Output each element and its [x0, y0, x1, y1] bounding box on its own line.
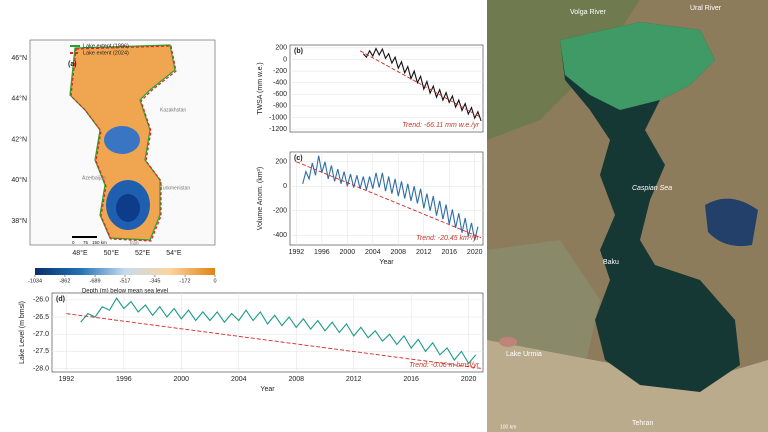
y-tick-label: -400 [273, 80, 287, 87]
lat-label: 46°N [11, 54, 27, 62]
land-desert [487, 340, 768, 432]
trend-label: Trend: -66.11 mm w.e./yr [402, 122, 479, 129]
x-tick-label: 2000 [174, 376, 190, 383]
lat-label: 44°N [11, 95, 27, 103]
colorbar [35, 268, 215, 275]
y-tick-label: 200 [275, 45, 287, 52]
plot-frame [289, 44, 484, 133]
y-tick-label: -26.0 [33, 297, 49, 304]
y-axis-label: TWSA (mm w.e.) [257, 62, 264, 115]
x-tick-label: 2020 [461, 376, 477, 383]
lat-label: 42°N [11, 135, 27, 143]
x-tick-label: 2016 [403, 376, 419, 383]
trend-line [296, 161, 482, 239]
colorbar-label: Depth (m) below mean sea level [82, 289, 168, 295]
sea [560, 22, 740, 392]
lake-extent [69, 44, 176, 241]
satellite-image: Volga River Ural River Caspian Sea Baku … [487, 0, 768, 432]
y-tick-label: -1000 [269, 114, 287, 121]
lon-label: 50°E [104, 249, 120, 257]
scale-label: 75 [83, 240, 89, 245]
colorbar-tick-label: -517 [119, 278, 130, 284]
legend-label: Lake extent (1996) [83, 43, 129, 49]
lon-label: 54°E [166, 249, 182, 257]
colorbar-tick-label: -1034 [28, 278, 42, 284]
x-tick-label: 2008 [390, 249, 406, 256]
x-tick-label: 2012 [416, 249, 432, 256]
x-tick-label: 2016 [441, 249, 457, 256]
place-label: Tehran [632, 420, 654, 427]
lon-label: 48°E [72, 249, 88, 257]
place-label: Lake Urmia [506, 351, 542, 358]
y-tick-label: -28.0 [33, 365, 49, 372]
trend-label: Trend: -0.06 m bmsl/yr [409, 362, 480, 369]
y-axis-label: Lake Level (m bmsl) [19, 301, 26, 364]
lake-urmia [499, 337, 517, 347]
x-tick-label: 1996 [314, 249, 330, 256]
data-line [80, 297, 477, 365]
panel-label: (a) [68, 61, 77, 68]
place-label: Baku [603, 259, 619, 266]
y-tick-label: -27.5 [33, 348, 49, 355]
y-tick-label: -26.5 [33, 314, 49, 321]
x-tick-label: 2020 [467, 249, 483, 256]
lon-label: 52°E [135, 249, 151, 257]
colorbar-tick-label: -345 [149, 278, 160, 284]
panel-label: (d) [56, 296, 65, 303]
scale-label: 0 [72, 240, 75, 245]
y-tick-label: 200 [275, 159, 287, 166]
x-axis-label: Year [379, 259, 394, 266]
place-label: Volga River [570, 9, 606, 16]
legend-label: Lake extent (2024) [83, 50, 129, 56]
country-label: Kazakhstan [160, 107, 186, 113]
lake-extent [70, 45, 177, 242]
x-tick-label: 2004 [365, 249, 381, 256]
trend-line [359, 50, 482, 118]
scale-label: 150 km [92, 240, 107, 245]
lat-label: 40°N [11, 176, 27, 184]
y-tick-label: -27.0 [33, 331, 49, 338]
y-tick-label: -600 [273, 91, 287, 98]
place-label: Caspian Sea [632, 185, 672, 192]
x-tick-label: 2004 [231, 376, 247, 383]
x-tick-label: 1992 [59, 376, 75, 383]
country-label: Turkmenistan [160, 185, 190, 191]
scale-label: 100 km [500, 424, 516, 430]
panel-label: (c) [294, 155, 303, 162]
country-label: Iran [130, 240, 139, 246]
colorbar-tick-label: -172 [180, 278, 191, 284]
sea-shallow [560, 22, 715, 110]
country-label: Azerbaijan [82, 175, 106, 181]
y-tick-label: -200 [273, 68, 287, 75]
x-tick-label: 1992 [289, 249, 305, 256]
y-tick-label: -200 [273, 208, 287, 215]
scale-bar [72, 236, 97, 238]
x-tick-label: 2000 [340, 249, 356, 256]
kara-bogaz-gol [705, 198, 758, 247]
colorbar-tick-label: -862 [59, 278, 70, 284]
y-tick-label: -400 [273, 232, 287, 239]
x-axis-label: Year [260, 386, 275, 393]
lat-label: 38°N [11, 217, 27, 225]
y-axis-label: Volume Anom. (km³) [257, 167, 264, 230]
x-tick-label: 1996 [116, 376, 132, 383]
trend-label: Trend: -20.45 km³/yr [416, 235, 480, 242]
y-tick-label: -1200 [269, 126, 287, 133]
colorbar-tick-label: -689 [90, 278, 101, 284]
x-tick-label: 2012 [346, 376, 362, 383]
trend-line [66, 313, 484, 370]
data-line [362, 47, 482, 122]
deep-basin [104, 126, 140, 154]
x-tick-label: 2008 [288, 376, 304, 383]
y-tick-label: 0 [283, 56, 287, 63]
panel-label: (b) [294, 48, 303, 55]
deep-basin-core [116, 194, 140, 222]
data-line [302, 155, 479, 241]
y-tick-label: 0 [283, 183, 287, 190]
colorbar-tick-label: 0 [213, 278, 216, 284]
y-tick-label: -800 [273, 103, 287, 110]
place-label: Ural River [690, 5, 722, 12]
